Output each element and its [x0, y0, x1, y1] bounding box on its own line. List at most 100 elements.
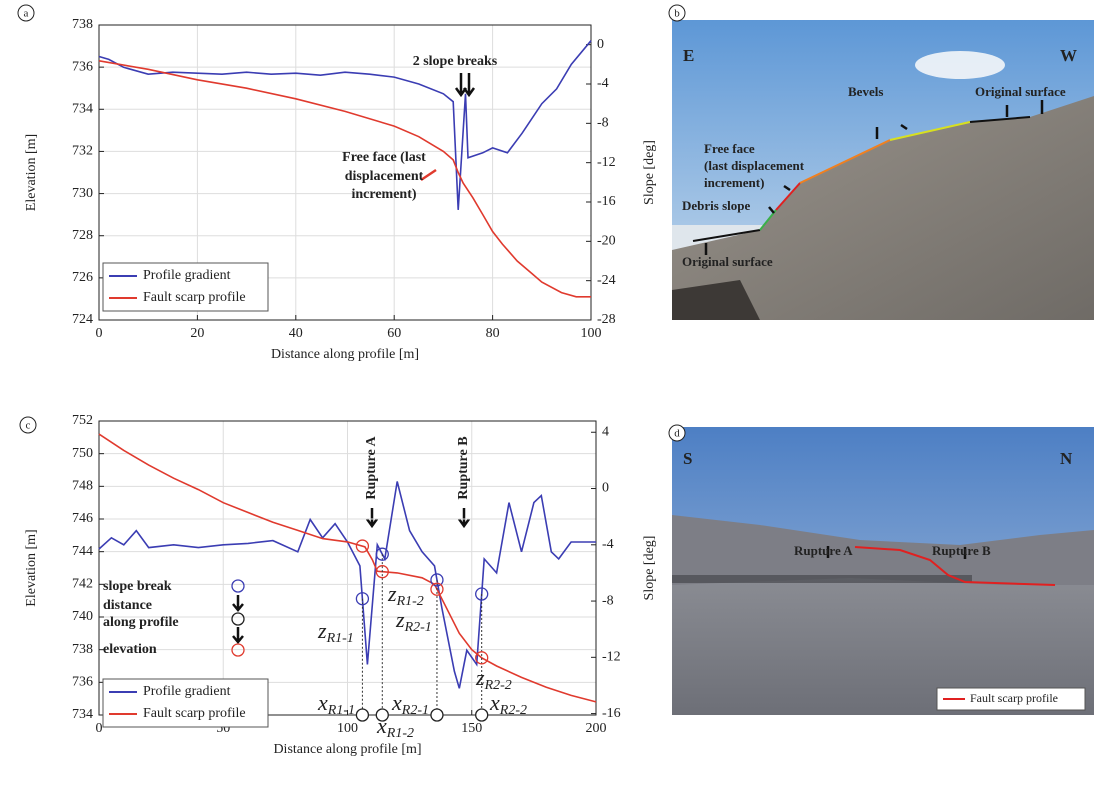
x-tick-label: 100: [581, 326, 602, 341]
y-tick-label: 740: [72, 609, 93, 624]
photo-label: Bevels: [848, 84, 883, 99]
y-tick-label: 730: [72, 186, 93, 201]
y2-axis-label: Slope [deg]: [642, 140, 657, 205]
surface-line: [692, 229, 761, 242]
y2-tick-label: -16: [597, 194, 616, 209]
photo-label: N: [1060, 449, 1073, 468]
y2-tick-label: -12: [602, 650, 621, 665]
x-tick-label: 200: [586, 721, 607, 736]
x-axis-label: Distance along profile [m]: [271, 347, 419, 362]
panel-label: c: [26, 420, 31, 432]
hillslope: [672, 96, 1094, 320]
y2-tick-label: -8: [597, 116, 609, 131]
symbol: z: [317, 618, 327, 643]
symbol: x: [391, 690, 402, 715]
plot-frame: [98, 420, 597, 716]
photo-label: Original surface: [682, 254, 773, 269]
legend-label: Fault scarp profile: [143, 290, 246, 305]
key-circle: [231, 612, 245, 626]
symbol: z: [395, 607, 405, 632]
subscript: R1-1: [326, 631, 354, 646]
subscript: R2-2: [484, 678, 512, 693]
legend-box: [936, 687, 1086, 711]
y-tick-label: 748: [72, 479, 93, 494]
panel-label: d: [674, 428, 680, 440]
photo-label: Rupture B: [932, 543, 991, 558]
photo-label: Rupture A: [794, 543, 853, 558]
legend-label: Fault scarp profile: [970, 691, 1058, 705]
arrows: [232, 73, 1044, 644]
photo-label: (last displacement: [704, 158, 805, 173]
y-axis-label: Elevation [m]: [24, 134, 39, 211]
chart: 0 20 40 60 80 100 724 726 728 730 732 734 736 738 0 -4 -…: [24, 17, 657, 362]
y2-tick-label: -8: [602, 593, 614, 608]
series-line: [98, 60, 591, 298]
subscript: R1-2: [386, 726, 414, 741]
y-tick-label: 742: [72, 577, 93, 592]
subscript: R2-1: [401, 703, 429, 718]
chart: 0 50 100 150 2007347367387407427447467487507…: [24, 413, 657, 757]
arrow: [420, 168, 437, 182]
rock: [672, 280, 760, 320]
legend-box: [102, 262, 269, 312]
y2-tick-label: -4: [602, 537, 614, 552]
annotation: Rupture B: [456, 436, 471, 499]
subscript-label: zR2-2: [475, 665, 512, 693]
subscript: R1-1: [327, 703, 355, 718]
elevation-marker: [430, 582, 444, 596]
subscript-label: xR2-2: [489, 690, 527, 718]
annotation: 2 slope breaks: [413, 54, 498, 69]
y2-tick-label: 4: [602, 424, 609, 439]
y2-tick-label: -4: [597, 76, 609, 91]
slope-break-marker: [375, 547, 389, 561]
y-tick-label: 746: [72, 511, 93, 526]
y2-tick-label: -16: [602, 706, 621, 721]
symbol: z: [475, 665, 485, 690]
y2-tick-label: 0: [602, 481, 609, 496]
y2-tick-label: 0: [597, 37, 604, 52]
y-tick-label: 724: [72, 312, 93, 327]
y-tick-label: 732: [72, 144, 93, 159]
subscript-label: xR2-1: [391, 690, 429, 718]
key-circle: [231, 643, 245, 657]
y-tick-label: 736: [72, 59, 93, 74]
y-tick-label: 752: [72, 413, 93, 428]
x-tick-label: 150: [461, 721, 482, 736]
y-tick-label: 744: [72, 544, 93, 559]
distance-marker: [375, 708, 389, 722]
key-circle: [231, 579, 245, 593]
panel-label-circle: [668, 4, 686, 22]
y-tick-label: 738: [72, 17, 93, 32]
arrow: [704, 100, 1044, 559]
y-tick-label: 726: [72, 270, 93, 285]
series-line: [98, 433, 597, 703]
scarp: [672, 575, 972, 583]
panel-label-circle: [19, 416, 37, 434]
annotation: distance: [103, 598, 152, 613]
arrow: [365, 508, 471, 529]
annotation: Free face (last: [342, 150, 426, 165]
annotation: increment): [351, 187, 416, 202]
x-axis-label: Distance along profile [m]: [273, 742, 421, 757]
cloud: [915, 51, 1005, 79]
bevel-line: [889, 121, 971, 141]
panel-label-circle: [17, 4, 35, 22]
photo-label: W: [1060, 46, 1077, 65]
annotation: Rupture A: [364, 436, 379, 500]
legend-label: Profile gradient: [143, 684, 231, 699]
elevation-marker: [375, 565, 389, 579]
subscript-label: zR1-2: [387, 581, 424, 609]
slope-break-marker: [475, 587, 489, 601]
photo-label: Original surface: [975, 84, 1066, 99]
ground: [672, 578, 1094, 715]
y-tick-label: 736: [72, 675, 93, 690]
subscript-label: zR2-1: [395, 607, 432, 635]
annotation: along profile: [103, 615, 179, 630]
x-tick-label: 40: [289, 326, 303, 341]
y-axis-label: Elevation [m]: [24, 529, 39, 606]
subscript: R2-2: [499, 703, 527, 718]
symbol: x: [489, 690, 500, 715]
subscript: R2-1: [404, 620, 432, 635]
photo-b: [672, 20, 1094, 320]
